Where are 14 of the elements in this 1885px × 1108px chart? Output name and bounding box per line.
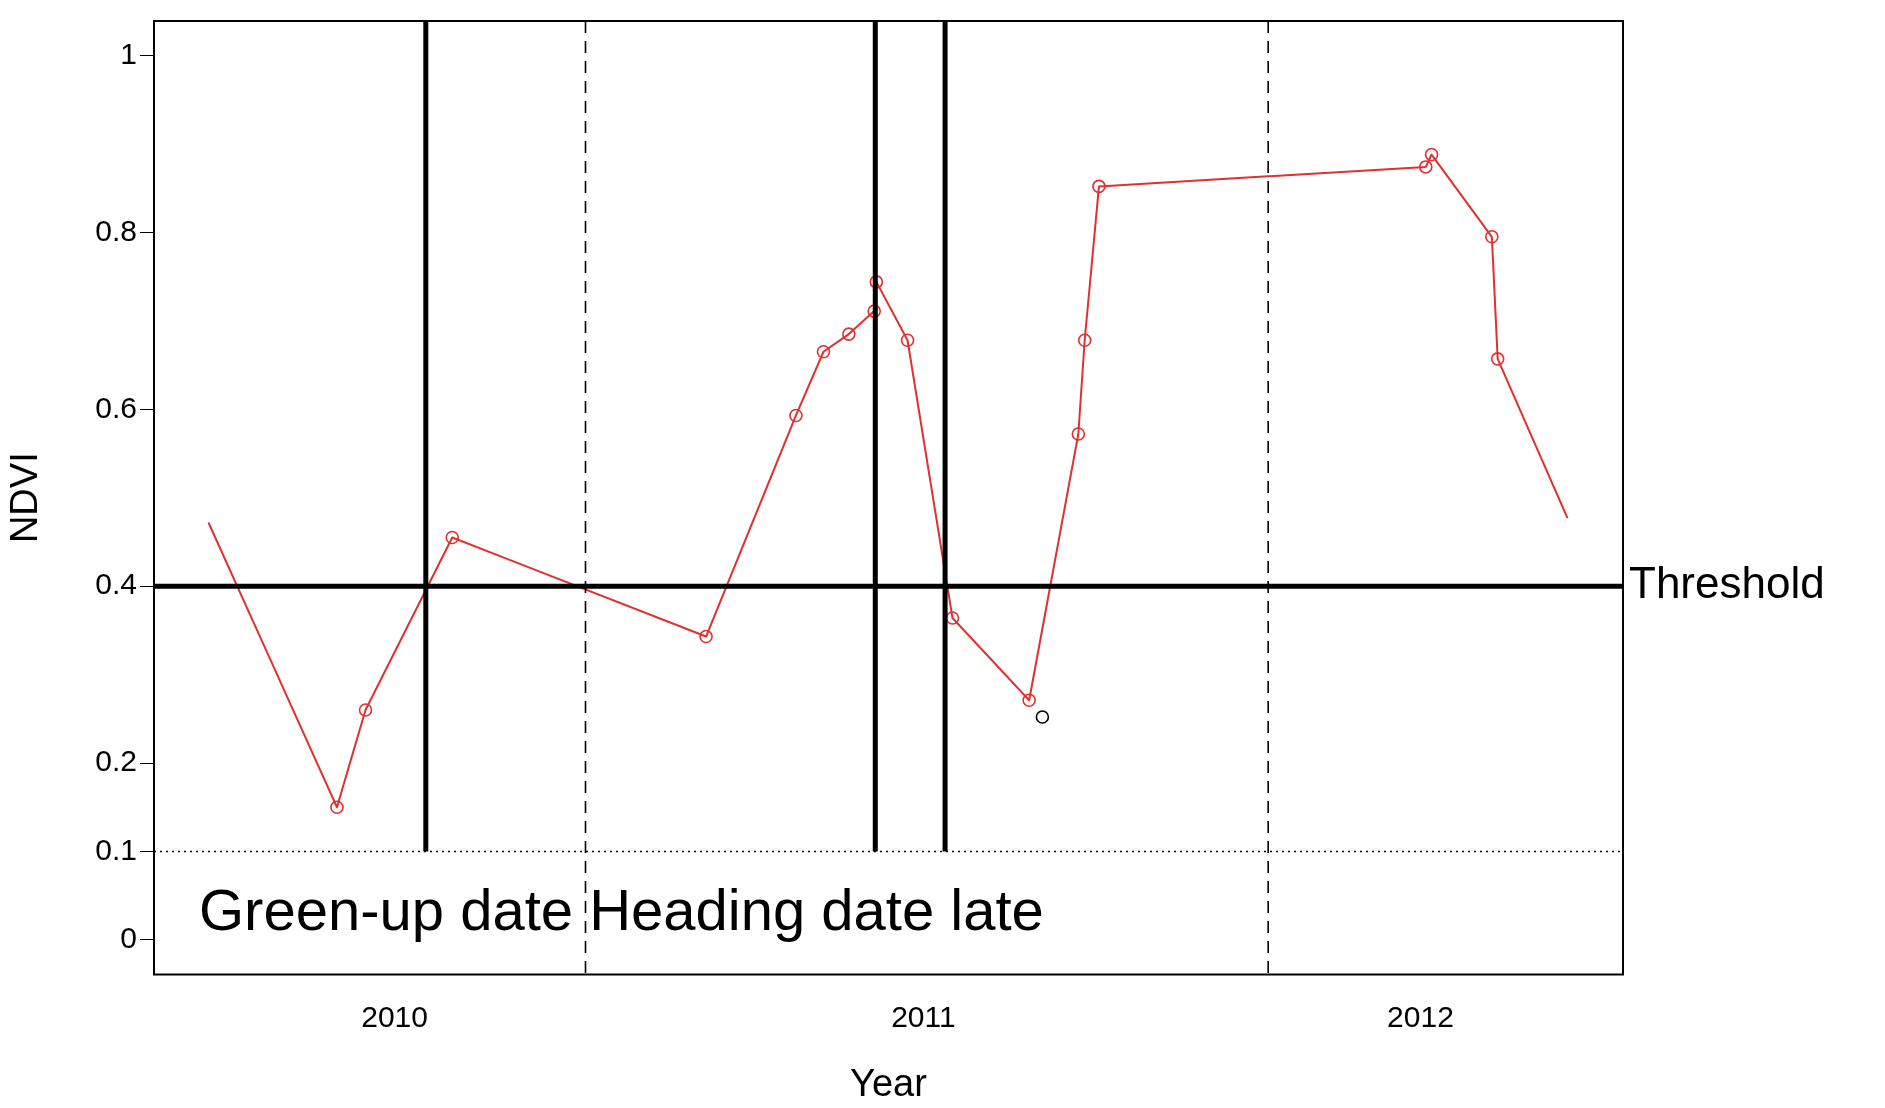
x-axis-title: Year xyxy=(850,1061,928,1104)
x-tick-label: 2010 xyxy=(361,999,428,1033)
annotation: Green-up date Heading date late xyxy=(199,877,1044,943)
y-tick-label: 0.6 xyxy=(95,390,137,424)
y-tick-label: 0.8 xyxy=(95,213,137,247)
y-tick-label: 1 xyxy=(120,36,137,70)
x-tick-label: 2011 xyxy=(891,999,956,1033)
x-tick-label: 2012 xyxy=(1387,999,1454,1033)
y-tick-label: 0.4 xyxy=(95,567,137,601)
y-tick-label: 0 xyxy=(120,921,137,955)
y-axis-title: NDVI xyxy=(3,452,46,544)
ref-line-label: Threshold xyxy=(1629,558,1825,608)
y-tick-label: 0.2 xyxy=(95,744,137,778)
y-tick-label: 0.1 xyxy=(95,832,137,866)
